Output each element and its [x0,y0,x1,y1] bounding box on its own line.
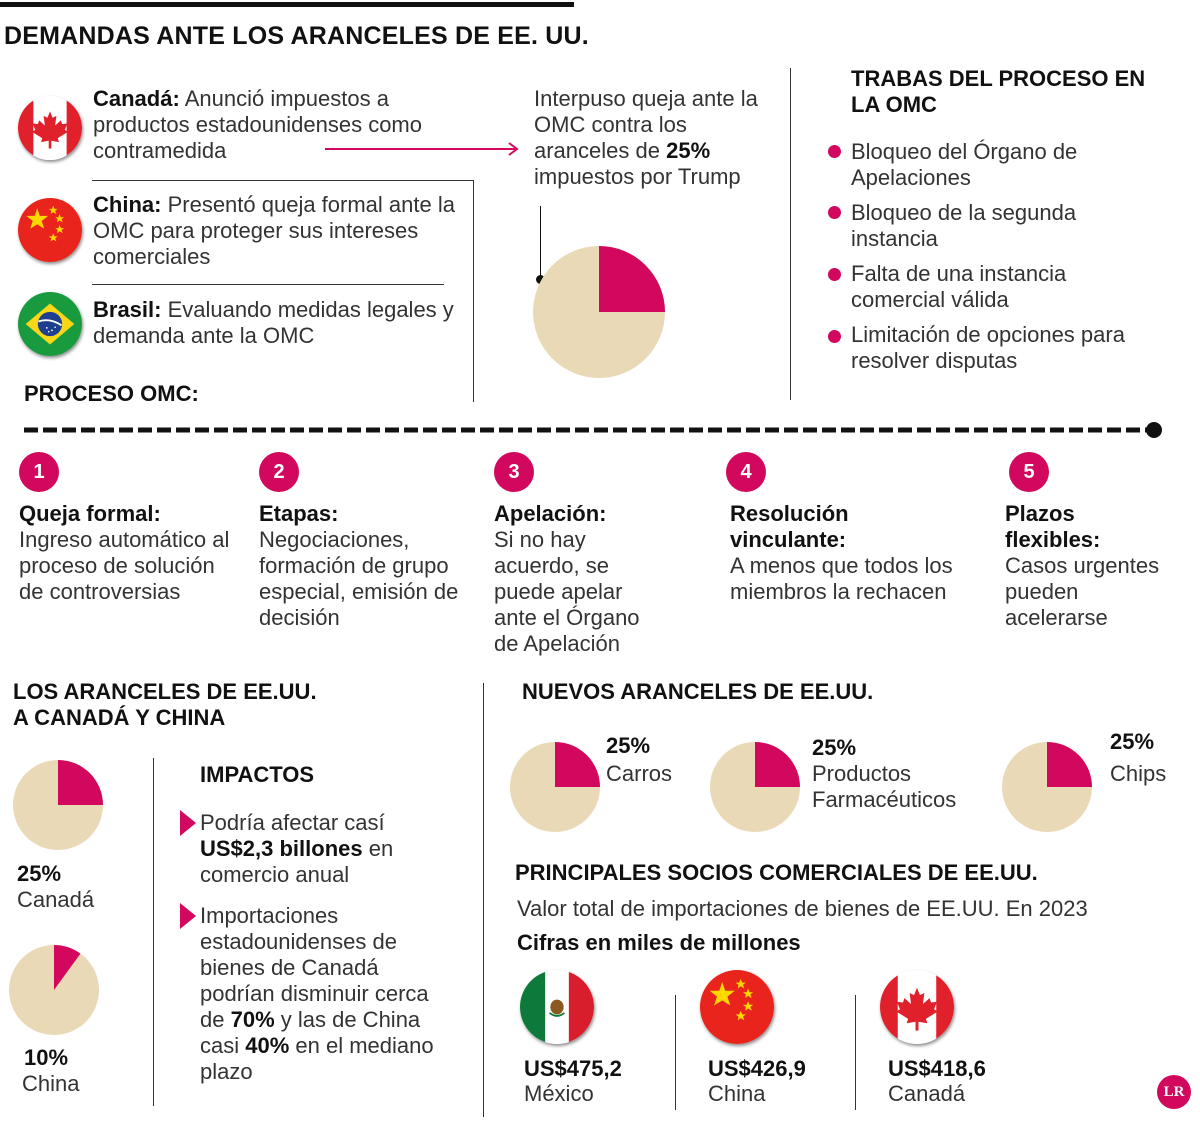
country-canada: Canadá: Anunció impuestos a productos es… [93,86,463,164]
pie-share-slice [54,945,81,990]
pie-share-slice [58,760,103,805]
proceso-title: PROCESO OMC: [24,381,199,406]
china-flag-icon [18,198,82,262]
chips-tariff-pie [1002,742,1092,832]
pointer-line [540,206,541,278]
pie-value: 25% [17,861,62,886]
page-title: DEMANDAS ANTE LOS ARANCELES DE EE. UU. [4,22,589,50]
canada-flag-icon [18,96,82,160]
step-title: Plazos flexibles: [1005,501,1101,552]
divider [473,180,474,402]
step-number: 4 [726,452,766,492]
arrow-connector [325,142,519,156]
step-number: 1 [19,452,59,492]
socio-value: US$418,6 [888,1056,986,1081]
canada-flag-icon [880,970,954,1044]
divider [675,995,676,1110]
top-rule [0,2,574,7]
socio-label: Canadá [888,1081,966,1106]
socios-subtitle: Valor total de importaciones de bienes d… [517,896,1088,921]
step-description: Ingreso automático al proceso de solució… [19,527,230,604]
country-name: Canadá: [93,86,180,111]
step-number: 5 [1009,452,1049,492]
step-description: Casos urgentes pueden acelerarse [1005,553,1160,630]
complaint-percent: 25% [666,138,711,163]
country-name: Brasil: [93,297,162,322]
country-china: China: Presentó queja formal ante la OMC… [93,192,463,270]
step-number: 3 [494,452,534,492]
aranceles-title: LOS ARANCELES DE EE.UU. A CANADÁ Y CHINA [13,679,317,730]
divider [790,68,791,400]
pie-share-slice [555,742,600,787]
trabas-item: Falta de una instancia comercial válida [851,261,1067,312]
trabas-item: Bloqueo de la segunda instancia [851,200,1077,251]
step-description: A menos que todos los miembros la rechac… [730,553,953,604]
canada-tariff-pie [13,760,103,850]
step-number: 2 [259,452,299,492]
step-title: Resolución vinculante: [730,501,849,552]
trabas-item: Limitación de opciones para resolver dis… [851,322,1125,373]
country-text: Presentó queja formal ante la OMC para p… [93,192,455,269]
pie-share-slice [755,742,800,787]
socios-title: PRINCIPALES SOCIOS COMERCIALES DE EE.UU. [515,860,1038,885]
pie-share-slice [1047,742,1092,787]
bullet-dot [828,206,841,219]
step-description: Negociaciones, formación de grupo especi… [259,527,459,630]
step-title: Apelación: [494,501,607,526]
farmaceuticos-tariff-pie [710,742,800,832]
step-title: Etapas: [259,501,339,526]
bullet-dot [828,330,841,343]
socios-units: Cifras en miles de millones [517,930,801,955]
socio-value: US$426,9 [708,1056,806,1081]
bullet-dot [828,145,841,158]
step-title: Queja formal: [19,501,161,526]
lr-logo: LR [1157,1075,1191,1109]
impactos-title: IMPACTOS [200,762,315,787]
bullet-triangle-icon [180,810,196,836]
divider [153,758,154,1106]
complaint-text: Interpuso queja ante la OMC contra los a… [534,86,758,189]
pie-label: Canadá [17,887,95,912]
socio-label: México [524,1081,594,1106]
bullet-triangle-icon [180,903,196,929]
divider [92,180,474,181]
impacto-item: Podría afectar casí US$2,3 billones en c… [200,810,394,887]
divider [855,995,856,1110]
country-name: China: [93,192,162,217]
step-description: Si no hay acuerdo, se puede apelar ante … [494,527,640,656]
carros-tariff-pie [510,742,600,832]
divider [92,284,444,285]
country-text: Evaluando medidas legales y demanda ante… [93,297,454,348]
pie-label: Chips [1110,761,1167,786]
pie-label: Carros [606,761,673,786]
pie-label: China [22,1071,80,1096]
pointer-dot [536,275,545,284]
pie-value: 10% [24,1045,69,1070]
divider [483,683,484,1117]
country-text: Anunció impuestos a productos estadounid… [93,86,422,163]
china-flag-icon [700,970,774,1044]
impacto-item: Importaciones estadounidenses de bienes … [200,903,434,1084]
brazil-flag-icon [18,292,82,356]
mexico-flag-icon [520,970,594,1044]
bullet-dot [828,268,841,281]
timeline [24,422,1162,438]
socio-label: China [708,1081,766,1106]
trabas-item: Bloqueo del Órgano de Apelaciones [851,139,1078,190]
china-tariff-pie [9,945,99,1035]
pie-value: 25% [606,733,651,758]
nuevos-title: NUEVOS ARANCELES DE EE.UU. [522,679,874,704]
trabas-title: TRABAS DEL PROCESO EN LA OMC [851,66,1146,117]
country-brazil: Brasil: Evaluando medidas legales y dema… [93,297,463,349]
pie-share-slice [599,246,665,312]
pie-value: 25% [1110,729,1155,754]
complaint-pie-chart [533,246,665,378]
pie-label: Productos Farmacéuticos [812,761,957,812]
pie-value: 25% [812,735,857,760]
socio-value: US$475,2 [524,1056,622,1081]
